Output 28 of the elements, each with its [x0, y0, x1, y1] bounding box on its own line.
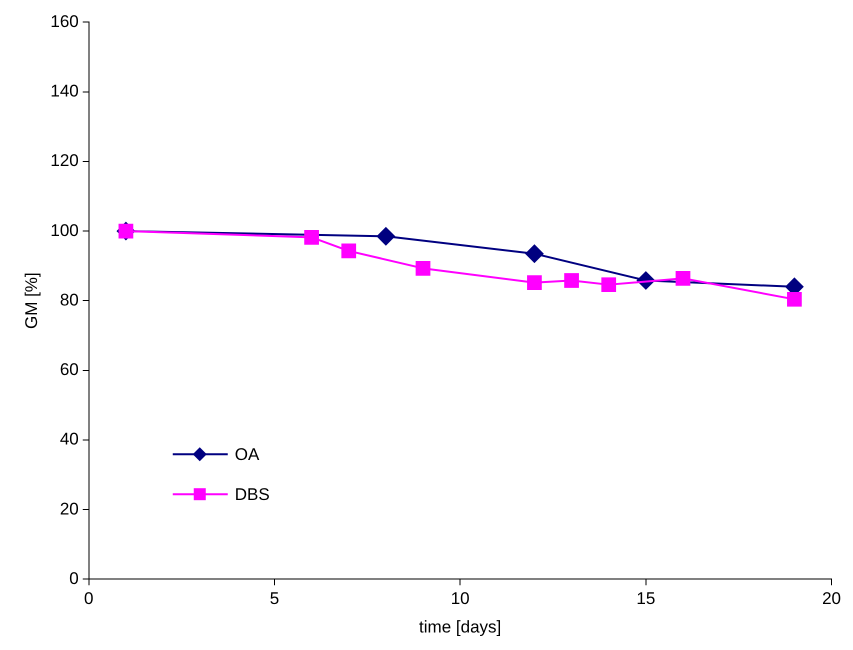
y-tick-label: 40	[60, 430, 79, 449]
y-tick-label: 0	[69, 568, 79, 588]
point	[787, 292, 802, 307]
point	[341, 244, 356, 258]
point	[601, 277, 616, 292]
point	[304, 230, 319, 245]
y-tick-label: 140	[50, 82, 79, 101]
x-tick-label: 0	[84, 589, 94, 608]
legend-label: OA	[234, 444, 260, 464]
x-tick-label: 10	[450, 589, 470, 608]
y-tick-label: 20	[60, 499, 79, 518]
point	[376, 227, 395, 246]
point	[525, 244, 544, 263]
point	[527, 275, 542, 290]
y-tick-label: 100	[50, 220, 79, 240]
y-tick-label: 160	[50, 12, 79, 31]
point	[416, 260, 430, 276]
y-axis-title: GM [%]	[22, 272, 41, 330]
y-tick-label: 80	[60, 290, 79, 310]
y-tick-label: 120	[50, 151, 79, 170]
x-tick-label: 15	[636, 589, 656, 608]
legend-label: DBS	[234, 484, 270, 504]
x-tick-label: 5	[270, 589, 280, 608]
y-tick-label: 60	[60, 360, 79, 380]
x-axis-title: time [days]	[419, 617, 502, 636]
point	[564, 273, 579, 288]
x-tick-label: 20	[822, 589, 842, 608]
point	[676, 271, 690, 286]
